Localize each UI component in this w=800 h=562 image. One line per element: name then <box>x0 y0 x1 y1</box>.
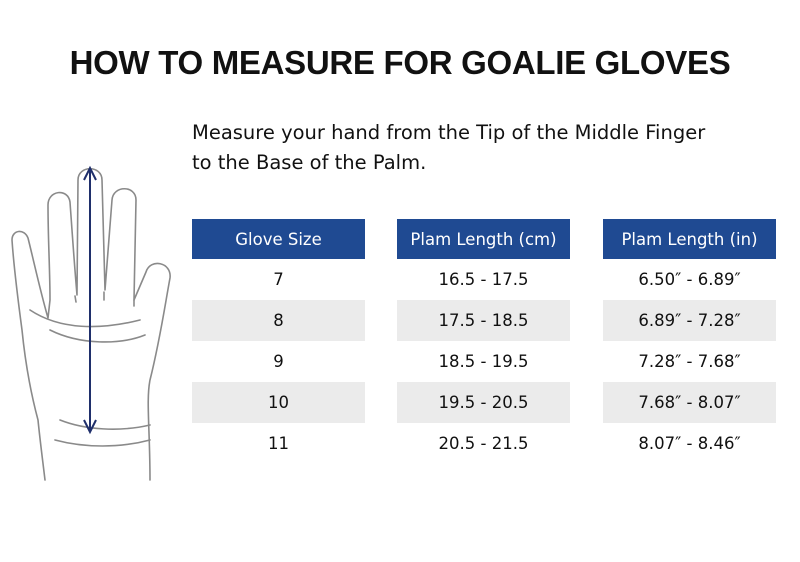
table-cell: 6.50″ - 6.89″ <box>638 270 741 289</box>
table-cell: 18.5 - 19.5 <box>438 352 529 371</box>
table-column: Glove Size 7 8 9 10 11 <box>192 219 365 464</box>
table-cell: 8 <box>192 300 365 341</box>
hand-illustration <box>11 165 171 481</box>
title: HOW TO MEASURE FOR GOALIE GLOVES <box>69 44 731 81</box>
column-header: Glove Size <box>192 219 365 259</box>
table-cell: 11 <box>268 434 289 453</box>
instruction-line: to the Base of the Palm. <box>192 151 427 174</box>
table-cell: 19.5 - 20.5 <box>397 382 570 423</box>
column-header: Plam Length (cm) <box>397 219 570 259</box>
table-cell: 16.5 - 17.5 <box>438 270 529 289</box>
column-header: Plam Length (in) <box>603 219 776 259</box>
table-cell: 20.5 - 21.5 <box>438 434 529 453</box>
instruction-line: Measure your hand from the Tip of the Mi… <box>192 121 706 144</box>
table-cell: 10 <box>192 382 365 423</box>
table-cell: 17.5 - 18.5 <box>397 300 570 341</box>
table-cell: 6.89″ - 7.28″ <box>603 300 776 341</box>
table-cell: 7 <box>273 270 284 289</box>
table-column: Plam Length (cm) 16.5 - 17.5 17.5 - 18.5 18… <box>397 219 570 464</box>
table-column: Plam Length (in) 6.50″ - 6.89″ 6.89″ - 7.2… <box>603 219 776 464</box>
table-cell: 8.07″ - 8.46″ <box>638 434 741 453</box>
table-cell: 7.68″ - 8.07″ <box>603 382 776 423</box>
table-cell: 7.28″ - 7.68″ <box>638 352 741 371</box>
table-cell: 9 <box>273 352 284 371</box>
